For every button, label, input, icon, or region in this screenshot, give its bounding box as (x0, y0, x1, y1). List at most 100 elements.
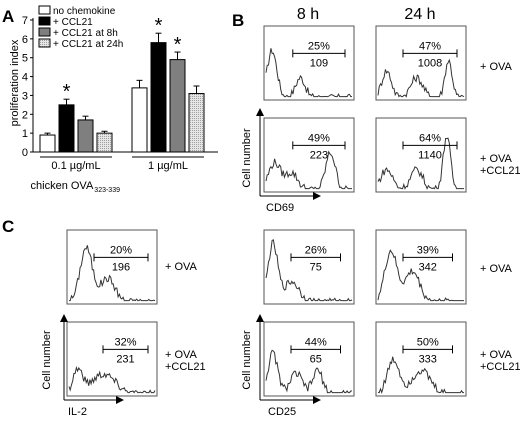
gate-percent: 64% (419, 132, 441, 144)
bar (169, 59, 186, 153)
group-label: 0.1 µg/mL (51, 160, 100, 172)
bar (58, 104, 75, 153)
gate-mfi: 75 (310, 261, 322, 273)
condition-label: + OVA (480, 349, 513, 361)
gate-mfi: 1008 (418, 57, 442, 69)
gate-mfi: 109 (310, 57, 328, 69)
gate-percent: 47% (419, 40, 441, 52)
b-cd25-y-label: Cell number (241, 330, 253, 390)
legend-swatch (38, 5, 51, 15)
histogram-frame (66, 229, 158, 305)
histogram-trace (377, 249, 464, 302)
condition-label-line2: +CCL21 (480, 165, 520, 177)
panel-label-a: A (2, 7, 14, 26)
histogram-trace (265, 48, 352, 98)
bar (150, 42, 167, 153)
gate-percent: 49% (308, 132, 330, 144)
significance-marker: * (63, 81, 71, 103)
histogram-cd69-24h-ova: 47% 1008 (375, 25, 467, 101)
gate-percent: 32% (114, 336, 136, 348)
b-cd25-x-label: CD25 (268, 406, 296, 418)
y-axis: 0 1 2 3 4 5 6 7 (22, 15, 218, 159)
legend-label: + CCL21 at 24h (53, 39, 123, 50)
histogram-trace (377, 356, 464, 394)
significance-marker: * (174, 34, 182, 56)
x-axis-label-main: chicken OVA (31, 180, 94, 192)
gate-mfi: 342 (419, 261, 437, 273)
histogram-frame (375, 229, 467, 305)
histogram-cd69-8h-ccl21: 49%223 (263, 117, 355, 193)
time-label-8h: 8 h (297, 6, 319, 23)
b-cd69-y-label: Cell number (241, 128, 253, 188)
histogram-il2-ova: 20%196 (66, 229, 158, 305)
histogram-il2-ccl21: 32%231 (66, 321, 158, 397)
c-il2-y-label: Cell number (41, 330, 53, 390)
gate-percent: 44% (305, 336, 327, 348)
histogram-trace (69, 245, 156, 302)
y-tick-label: 0 (22, 147, 28, 159)
histogram-cd69-8h-ova: 25%109 (263, 25, 355, 101)
bar-group: * 0.1 µg/mL * * 1 µg/mL (39, 15, 205, 172)
bar (96, 132, 113, 153)
legend: no chemokine+ CCL21+ CCL21 at 8h+ CCL21 … (38, 5, 123, 50)
gate-mfi: 196 (112, 261, 130, 273)
y-tick-label: 1 (22, 128, 28, 140)
c-il2-x-label: IL-2 (68, 406, 87, 418)
legend-label: no chemokine (53, 6, 116, 17)
y-tick-label: 7 (22, 15, 28, 27)
bar (39, 134, 56, 153)
legend-swatch (38, 38, 51, 48)
gate-percent: 50% (417, 336, 439, 348)
gate-percent: 25% (308, 40, 330, 52)
flow-histograms-b: 25%10947%100849%22364%114026%7539%34244%… (263, 25, 520, 397)
bar (131, 87, 148, 153)
histogram-frame (263, 25, 355, 101)
y-tick-label: 6 (22, 34, 28, 46)
histogram-cd69-24h-ccl21: 64% 1140 (375, 117, 467, 193)
gate-percent: 20% (110, 244, 132, 256)
histogram-trace (265, 349, 353, 394)
condition-label: + OVA (165, 261, 198, 273)
b-cd69-axes: Cell number CD69 (241, 108, 321, 214)
histogram-cd25-24h-ccl21: 50%333 (375, 321, 467, 397)
condition-label-line2: +CCL21 (165, 361, 206, 373)
histogram-trace (377, 137, 464, 190)
histogram-trace (377, 58, 465, 98)
proliferation-bar-chart: * 0.1 µg/mL * * 1 µg/mL 0 1 2 3 4 5 6 7 proliferati… (9, 5, 218, 194)
panel-label-b: B (232, 11, 244, 30)
gate-mfi: 223 (310, 149, 328, 161)
y-tick-label: 4 (22, 72, 28, 84)
gate-percent: 39% (417, 244, 439, 256)
legend-swatch (38, 16, 51, 26)
panel-label-c: C (2, 217, 14, 236)
x-axis-label-subscript: 323-339 (94, 187, 120, 194)
time-label-24h: 24 h (404, 6, 435, 23)
histogram-trace (68, 365, 156, 394)
gate-mfi: 1140 (418, 149, 442, 161)
c-il2-axes: Cell number IL-2 (41, 314, 124, 418)
gate-percent: 26% (305, 244, 327, 256)
histogram-frame (263, 229, 355, 305)
histogram-cd25-24h-ova: 39%342 (375, 229, 467, 305)
group-label: 1 µg/mL (148, 160, 188, 172)
gate-mfi: 333 (419, 353, 437, 365)
histogram-frame (263, 117, 355, 193)
histogram-frame (375, 25, 467, 101)
condition-label: + OVA (165, 349, 198, 361)
histogram-cd25-8h-ccl21: 44%65 (263, 321, 355, 397)
histogram-cd25-8h-ova: 26%75 (263, 229, 355, 305)
b-cd25-axes: Cell number CD25 (241, 314, 321, 418)
x-axis-label: chicken OVA323-339 (31, 180, 121, 194)
legend-label: + CCL21 at 8h (53, 28, 118, 39)
y-tick-label: 2 (22, 109, 28, 121)
legend-label: + CCL21 (53, 17, 93, 28)
legend-swatch (38, 27, 51, 37)
histogram-trace (265, 239, 353, 302)
histogram-frame (375, 321, 467, 397)
b-cd69-x-label: CD69 (266, 202, 294, 214)
gate-mfi: 231 (116, 353, 134, 365)
y-axis-label: proliferation index (9, 39, 21, 126)
histogram-trace (265, 150, 352, 190)
